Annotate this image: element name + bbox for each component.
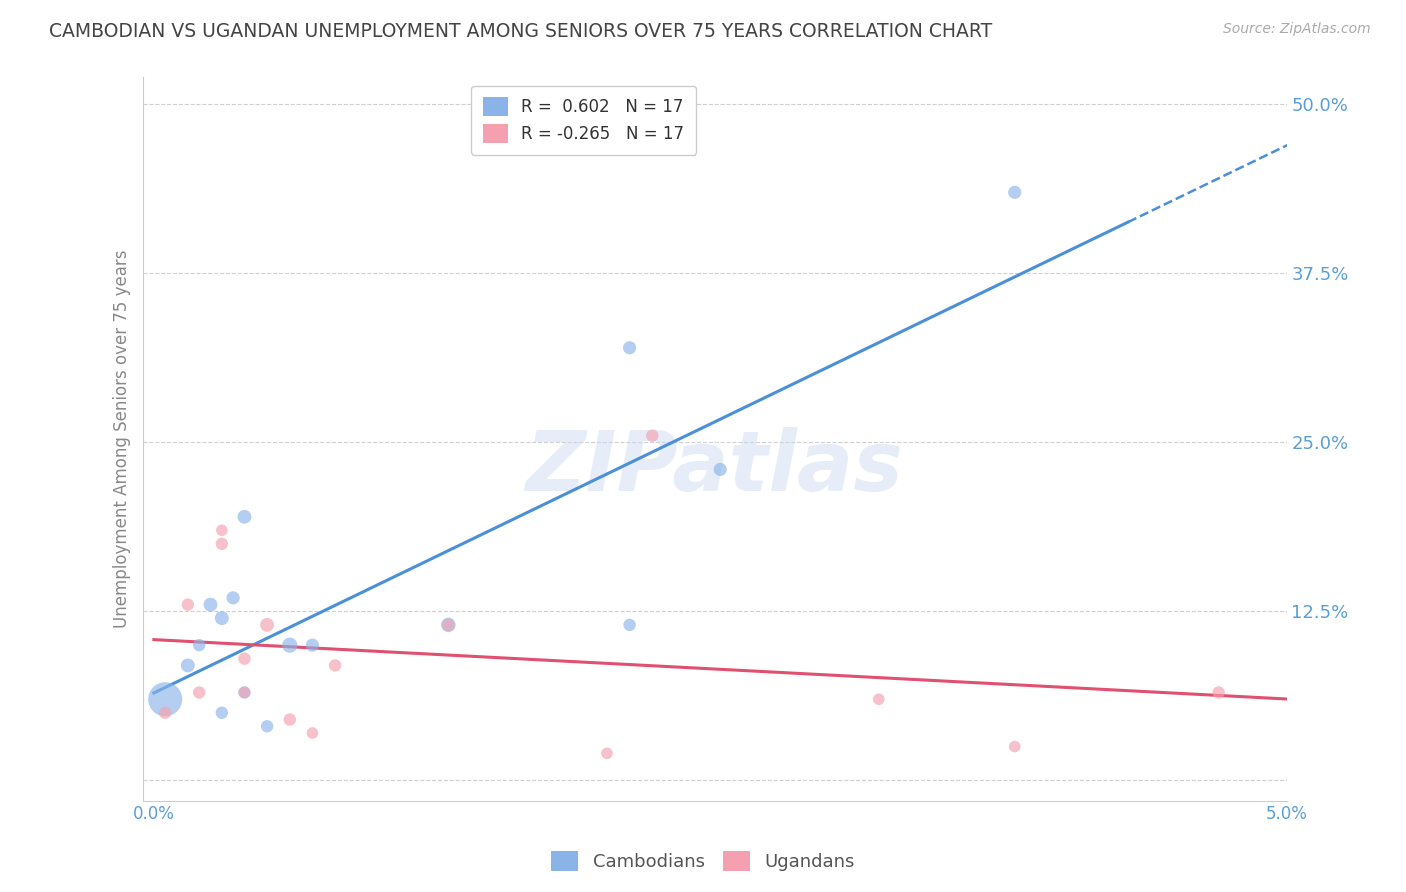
Point	[153, 692, 176, 706]
Point	[641, 428, 664, 442]
Legend: Cambodians, Ugandans: Cambodians, Ugandans	[544, 844, 862, 879]
Point	[301, 726, 323, 740]
Point	[177, 658, 200, 673]
Point	[437, 618, 460, 632]
Point	[233, 651, 256, 665]
Point	[233, 685, 256, 699]
Point	[437, 618, 460, 632]
Point	[278, 713, 301, 727]
Point	[211, 706, 233, 720]
Point	[596, 747, 619, 761]
Point	[153, 706, 176, 720]
Text: CAMBODIAN VS UGANDAN UNEMPLOYMENT AMONG SENIORS OVER 75 YEARS CORRELATION CHART: CAMBODIAN VS UGANDAN UNEMPLOYMENT AMONG …	[49, 22, 993, 41]
Point	[301, 638, 323, 652]
Point	[188, 638, 211, 652]
Point	[200, 598, 222, 612]
Point	[1004, 186, 1026, 200]
Y-axis label: Unemployment Among Seniors over 75 years: Unemployment Among Seniors over 75 years	[114, 250, 131, 628]
Point	[211, 537, 233, 551]
Point	[233, 509, 256, 524]
Point	[256, 719, 278, 733]
Point	[278, 638, 301, 652]
Point	[1004, 739, 1026, 754]
Point	[323, 658, 346, 673]
Point	[211, 611, 233, 625]
Point	[256, 618, 278, 632]
Text: Source: ZipAtlas.com: Source: ZipAtlas.com	[1223, 22, 1371, 37]
Point	[188, 685, 211, 699]
Point	[177, 598, 200, 612]
Point	[709, 462, 731, 476]
Point	[619, 341, 641, 355]
Point	[619, 618, 641, 632]
Point	[1208, 685, 1230, 699]
Point	[868, 692, 890, 706]
Point	[233, 685, 256, 699]
Legend: R =  0.602   N = 17, R = -0.265   N = 17: R = 0.602 N = 17, R = -0.265 N = 17	[471, 86, 696, 155]
Point	[211, 523, 233, 537]
Point	[222, 591, 245, 605]
Text: ZIPatlas: ZIPatlas	[526, 427, 904, 508]
